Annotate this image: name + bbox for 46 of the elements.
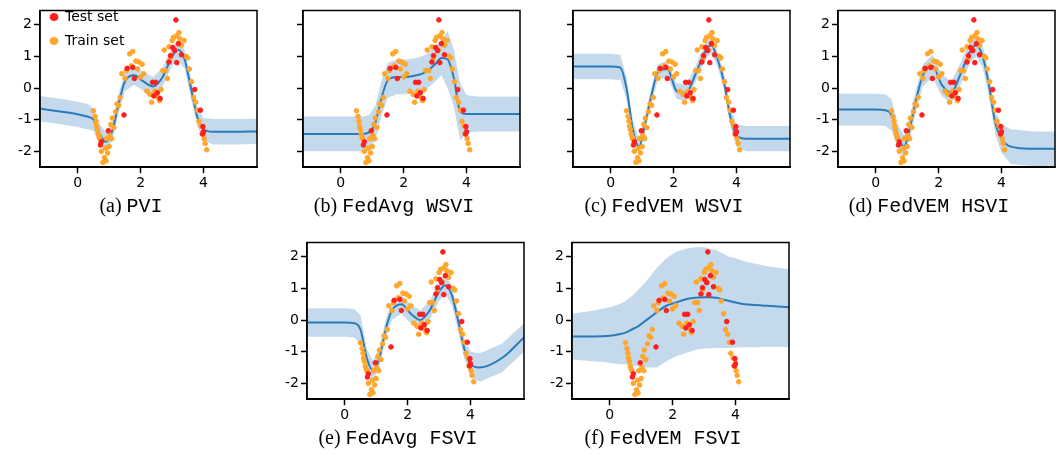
- y-tick-label: -2: [550, 374, 564, 390]
- y-tick-label: 0: [555, 310, 564, 327]
- x-tick-label: 0: [73, 174, 83, 191]
- y-tick-label: 0: [290, 310, 299, 327]
- text: (a) PVI: [99, 194, 163, 218]
- y-tick-label: 1: [821, 46, 830, 63]
- x-tick-label: 2: [403, 406, 413, 423]
- x-tick-label: 2: [399, 174, 409, 191]
- x-tick-label: 2: [669, 174, 679, 191]
- text: (c) FedVEM WSVI: [584, 194, 744, 218]
- text: (e) FedAvg FSVI: [318, 426, 478, 450]
- y-tick-label: 2: [290, 247, 299, 264]
- y-tick-label: 1: [23, 46, 32, 63]
- y-tick-label: 0: [23, 78, 32, 95]
- x-tick-label: 2: [934, 174, 944, 191]
- x-tick-label: 4: [199, 174, 209, 191]
- y-tick-label: -1: [18, 110, 32, 127]
- x-tick-label: 4: [997, 174, 1007, 191]
- x-tick-label: 4: [462, 174, 472, 191]
- x-tick-label: 0: [340, 406, 350, 423]
- y-tick-label: -1: [816, 110, 830, 127]
- y-tick-label: 2: [821, 15, 830, 32]
- x-tick-label: 4: [731, 406, 741, 423]
- x-tick-label: 4: [466, 406, 476, 423]
- x-tick-label: 4: [732, 174, 742, 191]
- x-tick-label: 0: [871, 174, 881, 191]
- y-tick-label: -2: [285, 374, 299, 390]
- x-tick-label: 2: [668, 406, 678, 423]
- y-tick-label: 1: [555, 278, 564, 295]
- text: (d) FedVEM HSVI: [848, 194, 1010, 218]
- x-tick-label: 0: [336, 174, 346, 191]
- y-tick-label: -1: [550, 342, 564, 359]
- y-tick-label: 2: [555, 247, 564, 264]
- legend-label: Test set: [64, 7, 119, 24]
- y-tick-label: -1: [285, 342, 299, 359]
- y-tick-label: 2: [23, 15, 32, 32]
- y-tick-label: 0: [821, 78, 830, 95]
- x-tick-label: 2: [136, 174, 146, 191]
- text: (f) FedVEM FSVI: [584, 426, 742, 450]
- text: (b) FedAvg WSVI: [313, 194, 475, 218]
- x-tick-label: 0: [605, 406, 615, 423]
- legend-label: Train set: [64, 31, 125, 48]
- y-tick-label: -2: [18, 142, 32, 158]
- x-tick-label: 0: [606, 174, 616, 191]
- y-tick-label: -2: [816, 142, 830, 158]
- y-tick-label: 1: [290, 278, 299, 295]
